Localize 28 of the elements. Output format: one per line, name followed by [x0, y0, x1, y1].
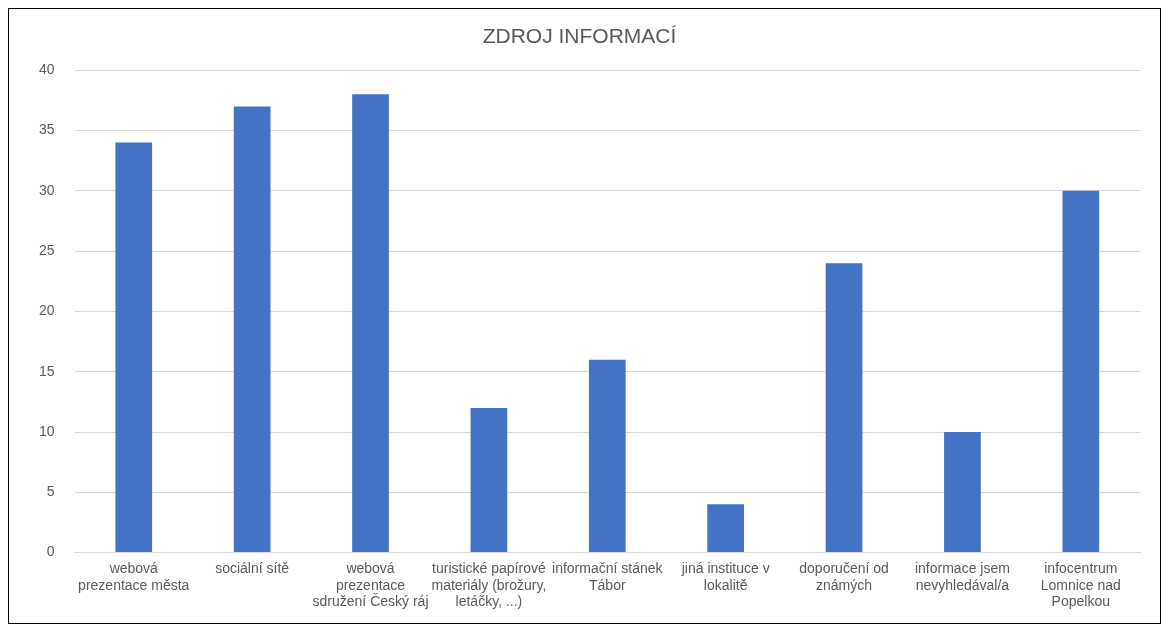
y-tick-label: 35 [38, 121, 55, 138]
y-tick-label: 10 [38, 422, 55, 439]
y-tick-label: 30 [38, 181, 55, 198]
y-tick-label: 5 [46, 483, 55, 500]
x-tick-label: informační stánek Tábor [552, 559, 664, 593]
x-tick-label: sociální sítě [215, 559, 290, 576]
x-tick-label: infocentrum Lomnice nad Popelkou [1040, 559, 1121, 610]
chart-title: ZDROJ INFORMACÍ [482, 24, 677, 48]
bar [944, 432, 981, 553]
x-tick-label: informace jsem nevyhledával/a [914, 559, 1010, 593]
bar [352, 94, 389, 553]
x-tick-label: turistické papírové materiály (brožury, letáčky, ...) [431, 559, 547, 610]
bar [588, 359, 626, 553]
y-tick-label: 40 [38, 61, 55, 78]
bar [233, 106, 271, 553]
y-tick-label: 0 [46, 543, 55, 560]
bar [1062, 190, 1100, 553]
bar [825, 263, 863, 553]
x-tick-label: webová prezentace sdružení Český ráj [312, 559, 429, 610]
y-tick-label: 25 [38, 241, 55, 258]
bar [470, 407, 508, 553]
x-tick-label: jiná instituce v lokalitě [680, 559, 770, 593]
x-tick-label: doporučení od známých [799, 559, 889, 593]
bar [115, 142, 153, 553]
y-tick-label: 20 [38, 302, 55, 319]
y-tick-label: 15 [38, 362, 55, 379]
x-tick-label: webová prezentace města [78, 559, 190, 593]
bar [707, 504, 745, 553]
